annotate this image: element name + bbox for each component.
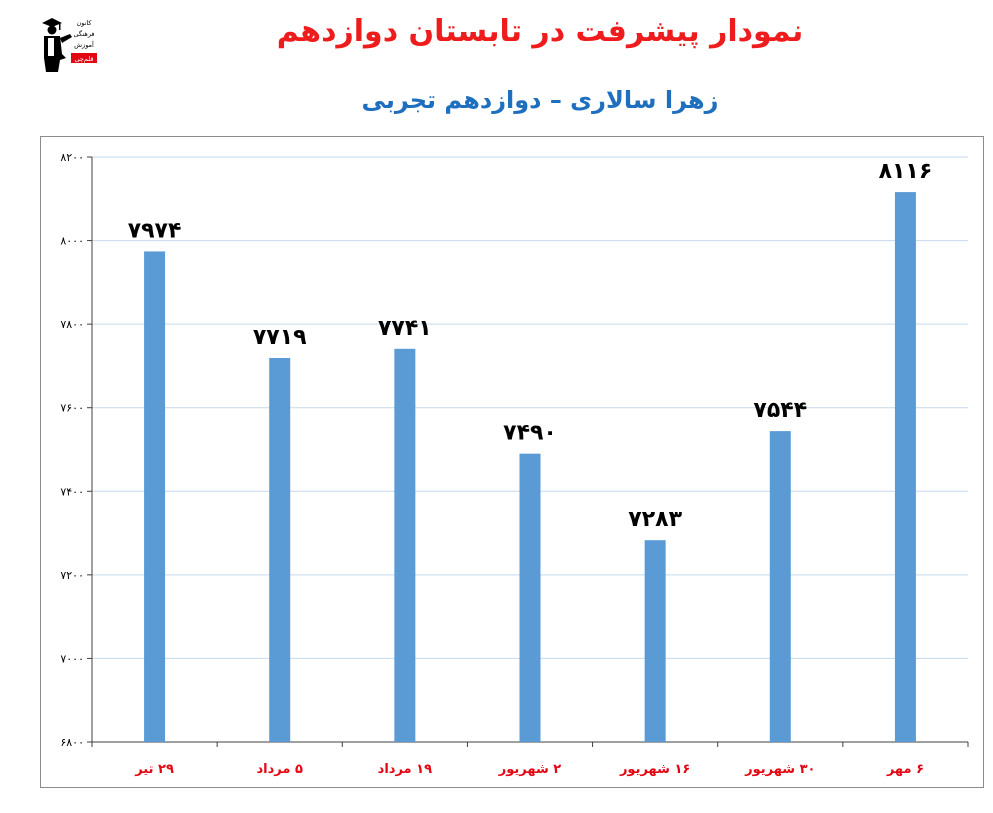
bar [144,251,166,742]
x-category-label: ۱۶ شهریور [619,762,690,777]
y-tick-label: ۷۸۰۰ [60,318,84,331]
y-tick-label: ۷۶۰۰ [60,402,84,415]
data-label: ۷۴۹۰ [503,421,557,446]
x-category-label: ۶ مهر [886,762,924,777]
bar [644,540,666,742]
bar-chart: ۷۹۷۴ ۷۷۱۹ ۷۷۴۱ ۷۴۹۰ ۷۲۸۳ ۷۵۴۴ ۸۱۱۶ ۶۸۰۰ ۷۰۰۰ ۷۲۰… [60,151,969,777]
logo-red-badge [71,53,97,63]
logo-line-3: آموزش [74,40,95,49]
data-label: ۸۱۱۶ [879,159,933,184]
bar [269,357,291,742]
chart-frame: ۷۹۷۴ ۷۷۱۹ ۷۷۴۱ ۷۴۹۰ ۷۲۸۳ ۷۵۴۴ ۸۱۱۶ ۶۸۰۰ ۷۰۰۰ ۷۲۰… [40,136,984,788]
chart-title: نمودار پیشرفت در تابستان دوازدهم [276,14,804,49]
bar [769,431,791,742]
y-tick-label: ۷۰۰۰ [60,652,84,665]
x-category-label: ۲۹ تیر [134,762,174,777]
logo-line-1: کانون [76,19,92,27]
bar [519,453,541,742]
data-label: ۷۹۷۴ [128,218,182,243]
logo-line-2: فرهنگی [73,30,94,38]
data-label: ۷۲۸۳ [628,507,682,532]
y-tick-label: ۸۲۰۰ [60,151,84,164]
bars [144,192,916,743]
data-label: ۷۷۱۹ [253,325,307,350]
data-label: ۷۵۴۴ [753,398,807,423]
x-category-label: ۵ مرداد [257,762,303,777]
y-tick-label: ۶۸۰۰ [60,736,84,749]
logo-line-4: قلم‌چی [74,55,93,63]
bar [894,192,916,743]
bar [394,348,416,742]
x-category-label: ۱۹ مرداد [378,762,432,777]
x-category-label: ۳۰ شهریور [744,762,815,777]
logo: کانون فرهنگی آموزش قلم‌چی [42,18,97,72]
x-category-labels: ۲۹ تیر ۵ مرداد ۱۹ مرداد ۲ شهریور ۱۶ شهریور ۳۰… [134,762,924,777]
x-category-label: ۲ شهریور [498,762,562,777]
y-tick-label: ۷۲۰۰ [60,569,84,582]
data-label: ۷۷۴۱ [378,316,432,341]
data-labels: ۷۹۷۴ ۷۷۱۹ ۷۷۴۱ ۷۴۹۰ ۷۲۸۳ ۷۵۴۴ ۸۱۱۶ [128,159,933,532]
y-tick-labels: ۶۸۰۰ ۷۰۰۰ ۷۲۰۰ ۷۴۰۰ ۷۶۰۰ ۷۸۰۰ ۸۰۰۰ ۸۲۰۰ [60,151,84,749]
chart-subtitle: زهرا سالاری – دوازدهم تجربی [361,86,719,114]
y-tick-label: ۸۰۰۰ [60,235,84,248]
gridlines [92,156,968,659]
y-tick-label: ۷۴۰۰ [60,485,84,498]
